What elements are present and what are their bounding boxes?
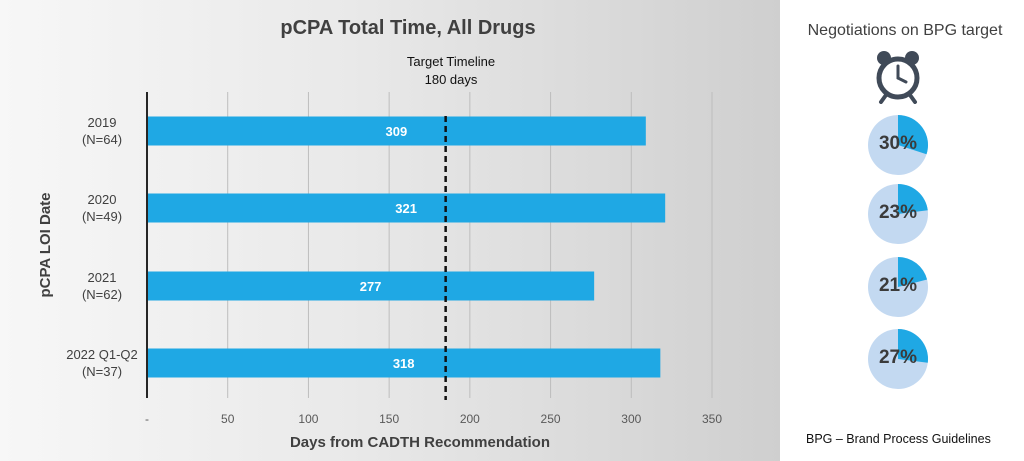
x-tick-label: 300	[621, 412, 641, 426]
chart-panel: pCPA Total Time, All Drugs Days from CADT…	[0, 0, 780, 461]
bar	[147, 348, 661, 378]
pie-chart: 21%	[866, 255, 930, 319]
footnote: BPG – Brand Process Guidelines	[806, 432, 991, 446]
pie-chart: 27%	[866, 327, 930, 391]
pie-chart: 23%	[866, 182, 930, 246]
pie-percent-label: 30%	[878, 133, 918, 154]
side-panel-title: Negotiations on BPG target	[807, 22, 1003, 39]
x-tick-label: 50	[221, 412, 235, 426]
bar-value-label: 309	[386, 124, 408, 139]
alarm-clock-icon	[876, 51, 920, 104]
bar	[147, 193, 666, 223]
category-label: 2019	[88, 115, 117, 130]
bar-chart: pCPA Total Time, All Drugs Days from CADT…	[37, 17, 722, 451]
category-label: 2020	[88, 192, 117, 207]
category-count-label: (N=64)	[82, 132, 122, 147]
x-axis-label: Days from CADTH Recommendation	[290, 434, 550, 451]
bar	[147, 271, 595, 301]
category-count-label: (N=37)	[82, 364, 122, 379]
pie-percent-label: 23%	[878, 202, 918, 223]
category-label: 2021	[88, 270, 117, 285]
category-count-label: (N=49)	[82, 209, 122, 224]
x-tick-label: 150	[379, 412, 399, 426]
pie-chart: 30%	[866, 113, 930, 177]
pie-slice	[898, 257, 928, 287]
category-label: 2022 Q1-Q2	[66, 347, 138, 362]
x-tick-label: 250	[541, 412, 561, 426]
target-timeline-days: 180 days	[425, 72, 478, 87]
x-tick-label: 200	[460, 412, 480, 426]
target-timeline-label: Target Timeline	[407, 54, 495, 69]
bar-value-label: 277	[360, 279, 382, 294]
x-tick-label: 100	[298, 412, 318, 426]
pie-slice	[898, 115, 928, 155]
pie-slice	[898, 329, 928, 363]
bar	[147, 116, 646, 146]
bar-value-label: 318	[393, 356, 415, 371]
x-tick-label: 350	[702, 412, 722, 426]
bar-value-label: 321	[395, 201, 417, 216]
pie-slice	[898, 184, 928, 214]
category-count-label: (N=62)	[82, 287, 122, 302]
pie-percent-label: 21%	[878, 275, 918, 296]
y-axis-label: pCPA LOI Date	[37, 192, 54, 297]
pie-percent-label: 27%	[878, 347, 918, 368]
chart-title: pCPA Total Time, All Drugs	[280, 17, 535, 39]
x-tick-label: -	[145, 412, 149, 426]
